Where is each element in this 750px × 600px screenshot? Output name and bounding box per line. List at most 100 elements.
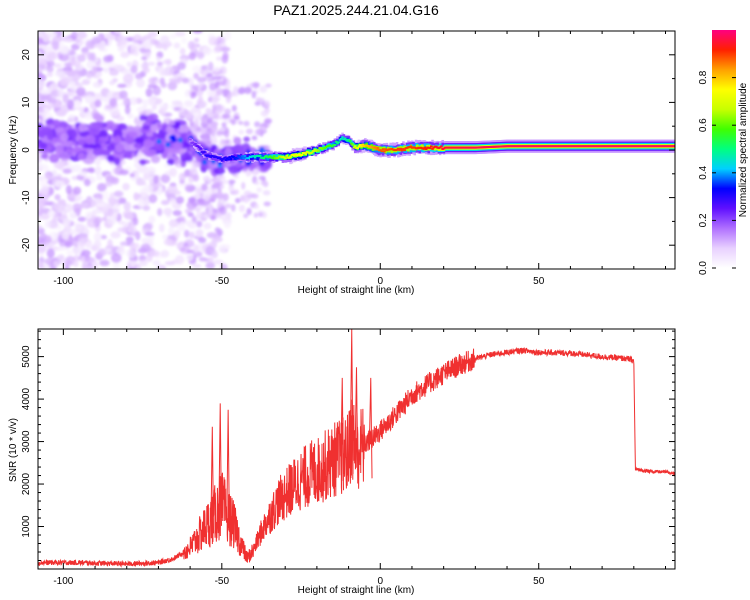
spectrogram-cells (38, 31, 274, 269)
spectrogram-cell (41, 126, 52, 136)
spectrogram-cell (110, 231, 121, 239)
spectrogram-cell (145, 88, 153, 98)
spectrogram-cell (193, 37, 200, 43)
spectrogram-cell (121, 129, 128, 138)
spectrogram-cell (104, 247, 112, 254)
spectrogram-cell (152, 260, 161, 266)
spectrogram-cell (265, 83, 272, 88)
spectrogram-cell (337, 141, 341, 144)
spectrogram-cell (164, 261, 176, 266)
spectrogram-cell (134, 263, 141, 269)
spectrogram-cell (195, 211, 203, 219)
spectrogram-cell (54, 71, 66, 77)
spectrogram-cell (169, 33, 177, 40)
spectrogram-cell (222, 157, 225, 160)
spectrogram-cell (65, 148, 74, 154)
spectrogram-cell (157, 208, 163, 217)
spectrogram-cell (139, 259, 148, 267)
spectrogram-cell (220, 159, 224, 162)
spectrogram-cell (206, 108, 212, 115)
spectrogram-y-tick-label: -10 (21, 190, 32, 205)
spectrogram-cell (163, 67, 170, 76)
spectrogram-cell (192, 31, 203, 34)
spectrogram-cell (228, 186, 235, 192)
spectrogram-cell (185, 254, 194, 261)
colorbar-bar (712, 30, 736, 268)
spectrogram-cell (333, 144, 337, 147)
spectrogram-cell (191, 91, 197, 96)
spectrogram-cell (202, 46, 212, 56)
spectrogram-cell (237, 154, 240, 157)
spectrogram-cell (196, 145, 200, 148)
chart-title: PAZ1.2025.244.21.04.G16 (273, 2, 439, 18)
spectrogram-cell (102, 190, 109, 201)
spectrogram-cell (188, 184, 196, 192)
spectrogram-cell (317, 149, 320, 152)
spectrogram-cell (261, 211, 267, 219)
spectrogram-cell (117, 35, 127, 46)
snr-x-tick-label: -50 (215, 576, 230, 587)
spectrogram-cell (92, 147, 104, 156)
spectrogram-cell (265, 155, 268, 158)
spectrogram-cell (243, 136, 250, 143)
spectrogram-cell (87, 51, 93, 61)
spectrogram-cell (218, 156, 221, 159)
spectrogram-cell (129, 45, 139, 56)
spectrogram-cell (177, 127, 189, 134)
spectrogram-cell (46, 248, 55, 259)
spectrogram-cell (256, 156, 259, 161)
spectrogram-cell (38, 244, 46, 249)
snr-y-tick-label: 1000 (21, 515, 32, 538)
spectrogram-cell (264, 108, 271, 113)
spectrogram-cell (52, 216, 58, 223)
spectrogram-cell (113, 156, 121, 166)
spectrogram-cell (177, 62, 186, 70)
spectrogram-cell (40, 153, 49, 160)
spectrogram-cell (38, 57, 47, 66)
spectrogram-x-tick-label: 50 (533, 276, 545, 287)
colorbar-ticks: 0.0 0.2 0.4 0.6 0.8 (698, 70, 736, 275)
spectrogram-cell (256, 187, 262, 193)
spectrogram-cell (289, 155, 292, 158)
spectrogram-cell (103, 55, 113, 63)
spectrogram-cell (189, 119, 194, 127)
spectrogram-cell (192, 263, 202, 269)
spectrogram-cell (119, 90, 128, 100)
spectrogram-cell (339, 137, 343, 140)
spectrogram-cell (148, 77, 158, 85)
spectrogram-cell (52, 40, 60, 50)
spectrogram-cell (200, 65, 208, 71)
spectrogram-cell (213, 182, 221, 189)
spectrogram-cell (193, 119, 200, 126)
spectrogram-cell (258, 154, 262, 157)
spectrogram-cell (73, 240, 79, 247)
spectrogram-cell (62, 94, 69, 104)
spectrogram-cell (109, 192, 115, 203)
spectrogram-cell (54, 180, 66, 188)
spectrogram-cell (247, 157, 251, 160)
spectrogram-cell (187, 212, 194, 218)
snr-series-line (38, 346, 675, 568)
spectrogram-cell (66, 99, 75, 110)
spectrogram-cell (215, 103, 223, 112)
spectrogram-cell (145, 166, 156, 176)
spectrogram-cell (383, 150, 386, 153)
spectrogram-cell (98, 154, 105, 161)
spectrogram-cell (271, 157, 275, 160)
spectrogram-cell (150, 155, 161, 164)
spectrogram-cell (71, 164, 82, 173)
spectrogram-cell (193, 72, 200, 80)
spectrogram-cell (151, 104, 158, 110)
spectrogram-cell (222, 193, 229, 201)
spectrogram-cell (143, 40, 152, 51)
spectrogram-cell (218, 244, 227, 253)
spectrogram-cell (253, 156, 257, 159)
spectrogram-cell (106, 144, 116, 151)
spectrogram-cell (319, 147, 323, 150)
spectrogram-cell (46, 51, 57, 61)
spectrogram-cell (40, 94, 48, 101)
spectrogram-cell (424, 147, 428, 150)
snr-y-tick-label: 4000 (21, 388, 32, 411)
spectrogram-cell (38, 206, 44, 216)
